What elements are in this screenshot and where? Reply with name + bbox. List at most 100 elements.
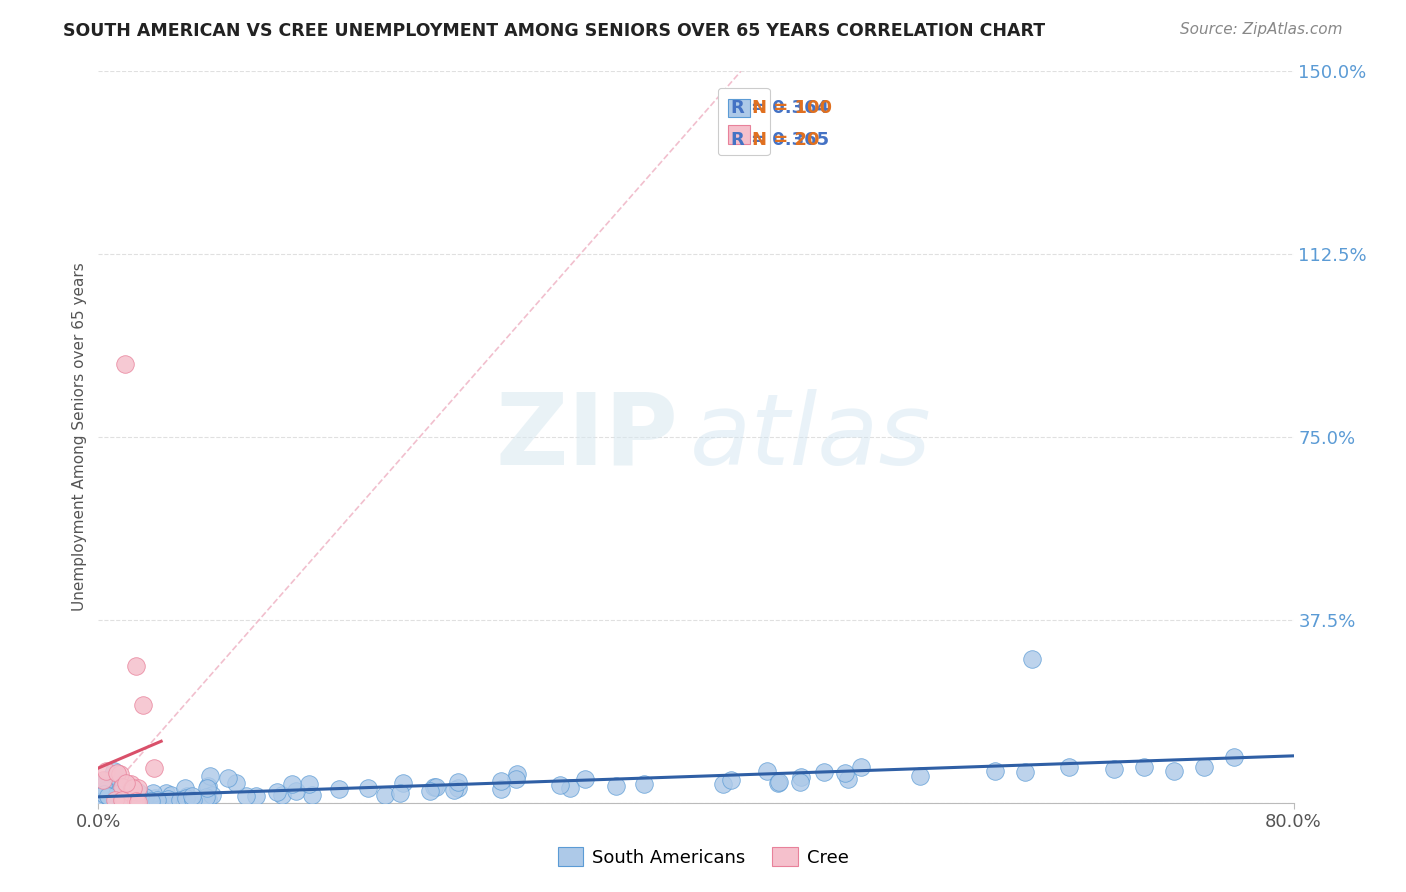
- Point: [98, 790, 121, 805]
- Point: [217, 771, 239, 785]
- Point: [908, 768, 931, 782]
- Point: [301, 789, 323, 803]
- Point: [443, 782, 465, 797]
- Point: [169, 793, 191, 807]
- Point: [174, 790, 197, 805]
- Point: [548, 778, 571, 792]
- Point: [122, 794, 145, 808]
- Point: [176, 789, 198, 803]
- Text: SOUTH AMERICAN VS CREE UNEMPLOYMENT AMONG SENIORS OVER 65 YEARS CORRELATION CHAR: SOUTH AMERICAN VS CREE UNEMPLOYMENT AMON…: [63, 22, 1046, 40]
- Point: [266, 784, 288, 798]
- Point: [96, 783, 118, 797]
- Point: [328, 782, 350, 797]
- Point: [194, 790, 217, 805]
- Point: [156, 792, 179, 806]
- Point: [108, 767, 131, 781]
- Point: [131, 788, 153, 802]
- Text: R = 0.364: R = 0.364: [731, 99, 830, 118]
- Point: [132, 793, 155, 807]
- Point: [281, 777, 304, 791]
- Point: [90, 795, 112, 809]
- Point: [284, 783, 307, 797]
- Point: [127, 795, 149, 809]
- Point: [834, 765, 856, 780]
- Point: [142, 786, 165, 800]
- Point: [422, 780, 444, 794]
- Point: [425, 780, 447, 794]
- Point: [128, 792, 150, 806]
- Point: [789, 775, 811, 789]
- Point: [755, 764, 778, 779]
- Point: [111, 782, 134, 797]
- Point: [146, 793, 169, 807]
- Point: [200, 769, 222, 783]
- Point: [271, 788, 294, 802]
- Point: [1192, 760, 1215, 774]
- Point: [491, 782, 513, 797]
- Text: ZIP: ZIP: [495, 389, 678, 485]
- Text: Source: ZipAtlas.com: Source: ZipAtlas.com: [1180, 22, 1343, 37]
- Point: [181, 789, 204, 804]
- Point: [605, 780, 627, 794]
- Point: [125, 790, 148, 805]
- Point: [97, 789, 120, 803]
- Point: [127, 781, 149, 796]
- Point: [143, 761, 166, 775]
- Legend: , : ,: [717, 87, 770, 155]
- Point: [141, 794, 163, 808]
- Point: [1163, 764, 1185, 778]
- Point: [114, 776, 136, 790]
- Point: [790, 770, 813, 784]
- Point: [111, 791, 134, 805]
- Point: [1021, 652, 1043, 666]
- Point: [173, 780, 195, 795]
- Text: N = 100: N = 100: [752, 99, 832, 118]
- Point: [132, 698, 155, 713]
- Point: [225, 775, 247, 789]
- Point: [94, 764, 117, 778]
- Point: [111, 785, 134, 799]
- Point: [114, 775, 136, 789]
- Point: [489, 774, 512, 789]
- Point: [1059, 760, 1081, 774]
- Point: [356, 780, 378, 795]
- Point: [447, 774, 470, 789]
- Point: [374, 788, 396, 802]
- Point: [506, 767, 529, 781]
- Text: atlas: atlas: [690, 389, 932, 485]
- Point: [633, 777, 655, 791]
- Point: [200, 788, 222, 802]
- Point: [125, 794, 148, 808]
- Point: [245, 789, 267, 803]
- Text: R = 0.365: R = 0.365: [731, 131, 830, 149]
- Point: [121, 780, 143, 795]
- Point: [111, 780, 134, 794]
- Point: [110, 793, 132, 807]
- Point: [114, 791, 136, 805]
- Point: [111, 793, 134, 807]
- Point: [103, 764, 125, 778]
- Point: [105, 765, 128, 780]
- Point: [181, 793, 204, 807]
- Point: [837, 772, 859, 786]
- Point: [105, 790, 128, 805]
- Point: [298, 777, 321, 791]
- Point: [104, 793, 127, 807]
- Point: [768, 776, 790, 790]
- Point: [1133, 760, 1156, 774]
- Point: [155, 786, 177, 800]
- Point: [115, 792, 138, 806]
- Point: [160, 788, 183, 802]
- Point: [100, 792, 122, 806]
- Point: [93, 787, 115, 801]
- Point: [94, 772, 117, 787]
- Point: [813, 765, 835, 780]
- Point: [235, 789, 257, 804]
- Point: [143, 791, 166, 805]
- Point: [125, 659, 148, 673]
- Point: [560, 781, 582, 796]
- Point: [114, 357, 136, 371]
- Point: [392, 775, 415, 789]
- Point: [127, 785, 149, 799]
- Point: [389, 786, 412, 800]
